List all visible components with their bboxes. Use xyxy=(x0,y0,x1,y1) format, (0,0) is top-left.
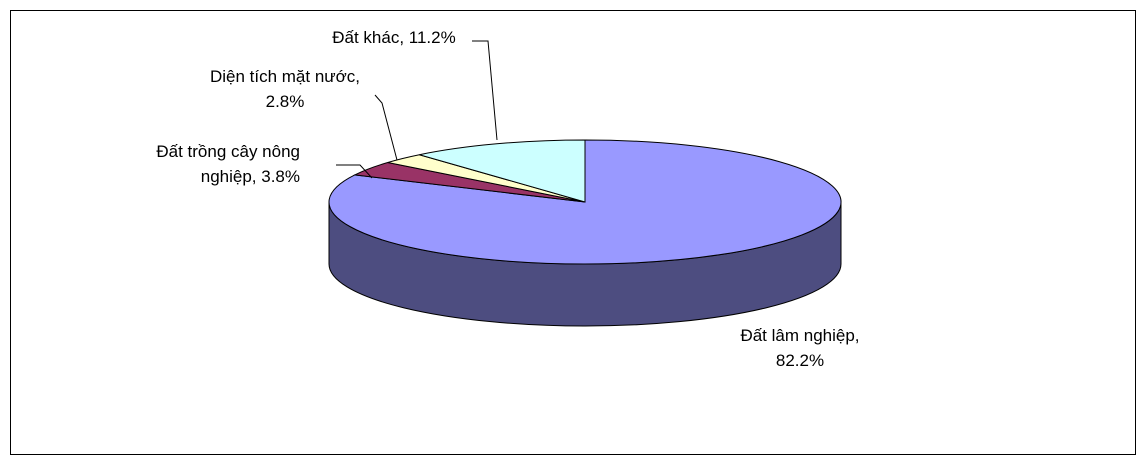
slice-label-line: Đất trồng cây nông xyxy=(156,142,300,161)
slice-label-dat-lam-nghiep: Đất lâm nghiệp, 82.2% xyxy=(740,326,859,370)
leader-line-dat-trong-cay-nong-nghiep xyxy=(336,164,373,179)
slice-label-dien-tich-mat-nuoc: Diện tích mặt nước, 2.8% xyxy=(210,67,360,111)
slice-label-line: Đất khác, 11.2% xyxy=(332,28,455,47)
leader-lines xyxy=(336,40,498,179)
leader-line-dien-tich-mat-nuoc xyxy=(374,94,398,161)
pie-slice-dat-khac xyxy=(419,139,586,203)
slice-label-dat-trong-cay-nong-nghiep: Đất trồng cây nông nghiệp, 3.8% xyxy=(156,142,300,186)
slice-labels: Đất lâm nghiệp, 82.2% Đất trồng cây nông ng… xyxy=(156,28,859,370)
slice-label-line: Đất lâm nghiệp, xyxy=(740,326,859,345)
slice-label-line: Diện tích mặt nước, xyxy=(210,67,360,86)
slice-label-line: nghiệp, 3.8% xyxy=(201,167,300,186)
pie-tops xyxy=(328,139,842,265)
slice-label-line: 2.8% xyxy=(266,92,305,111)
leader-line-dat-khac xyxy=(472,40,498,141)
slice-label-dat-khac: Đất khác, 11.2% xyxy=(332,28,455,47)
slice-label-line: 82.2% xyxy=(776,351,824,370)
